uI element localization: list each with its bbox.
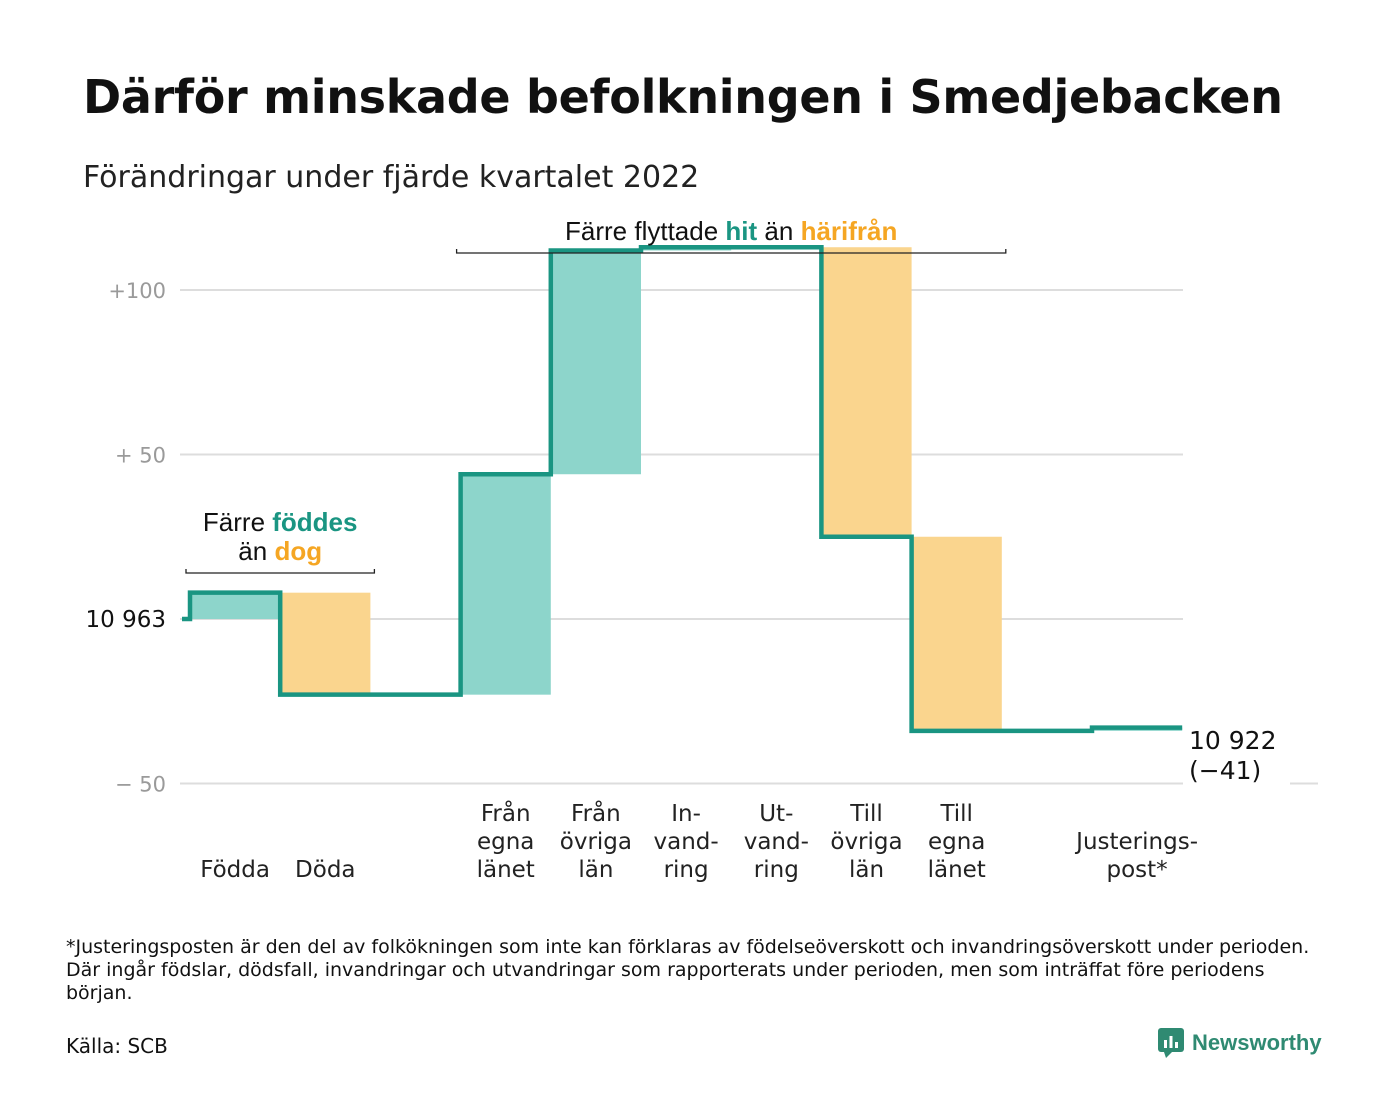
waterfall-bar bbox=[550, 250, 641, 475]
annotation-segment: än bbox=[757, 216, 800, 246]
category-label: egna bbox=[928, 829, 985, 855]
waterfall-bar bbox=[460, 474, 551, 695]
annotation-text: än dog bbox=[238, 536, 322, 566]
y-tick-label: 10 963 bbox=[86, 607, 166, 633]
page-subtitle: Förändringar under fjärde kvartalet 2022 bbox=[83, 160, 700, 195]
category-label: övriga bbox=[560, 829, 632, 855]
annotation-segment: föddes bbox=[272, 507, 357, 537]
annotation-segment: härifrån bbox=[801, 216, 898, 246]
category-label: län bbox=[578, 857, 613, 883]
annotation-text: Färre flyttade hit än härifrån bbox=[565, 216, 897, 246]
category-label: ring bbox=[664, 857, 709, 883]
category-label: In- bbox=[671, 801, 701, 827]
annotation-segment: Färre bbox=[203, 507, 272, 537]
waterfall-bar bbox=[821, 247, 912, 537]
category-label: Justerings- bbox=[1074, 829, 1198, 855]
end-value-label: 10 922 bbox=[1189, 726, 1276, 755]
category-label: Till bbox=[849, 801, 883, 827]
category-label: Från bbox=[481, 799, 531, 827]
newsworthy-logo-icon bbox=[1158, 1028, 1184, 1058]
annotation-text: Färre föddes bbox=[203, 507, 358, 537]
page-title: Därför minskade befolkningen i Smedjebac… bbox=[83, 70, 1283, 124]
annotation-segment: dog bbox=[274, 536, 322, 566]
annotation-segment: än bbox=[238, 536, 274, 566]
end-change-label: (−41) bbox=[1189, 756, 1261, 785]
waterfall-bar bbox=[911, 536, 1002, 731]
category-label: Till bbox=[939, 801, 973, 827]
category-label: post* bbox=[1107, 857, 1168, 883]
annotation-segment: Färre flyttade bbox=[565, 216, 725, 246]
category-label: vand- bbox=[654, 829, 719, 855]
category-label: ring bbox=[754, 857, 799, 883]
source-note: Källa: SCB bbox=[66, 1034, 168, 1058]
category-label: egna bbox=[477, 829, 534, 855]
footnote: *Justeringsposten är den del av folkökni… bbox=[66, 936, 1310, 1004]
category-label: länet bbox=[928, 857, 986, 883]
category-label: länet bbox=[477, 857, 535, 883]
cumulative-line bbox=[182, 244, 1183, 734]
category-label: Döda bbox=[295, 857, 355, 883]
annotation-segment: hit bbox=[725, 216, 757, 246]
category-label: län bbox=[849, 857, 884, 883]
annotation-bracket bbox=[455, 249, 1007, 254]
y-tick-label: +100 bbox=[108, 279, 166, 303]
brand-name: Newsworthy bbox=[1192, 1030, 1322, 1055]
waterfall-bar bbox=[190, 592, 281, 619]
annotation-bracket bbox=[185, 569, 376, 574]
category-label: Från bbox=[571, 799, 621, 827]
category-label: övriga bbox=[830, 829, 902, 855]
y-tick-label: − 50 bbox=[115, 773, 166, 797]
y-tick-label: + 50 bbox=[115, 444, 166, 468]
brand-logo: Newsworthy bbox=[1158, 1028, 1322, 1058]
category-label: Ut- bbox=[759, 801, 793, 827]
waterfall-bar bbox=[280, 592, 371, 695]
category-label: Födda bbox=[200, 857, 270, 883]
category-label: vand- bbox=[744, 829, 809, 855]
